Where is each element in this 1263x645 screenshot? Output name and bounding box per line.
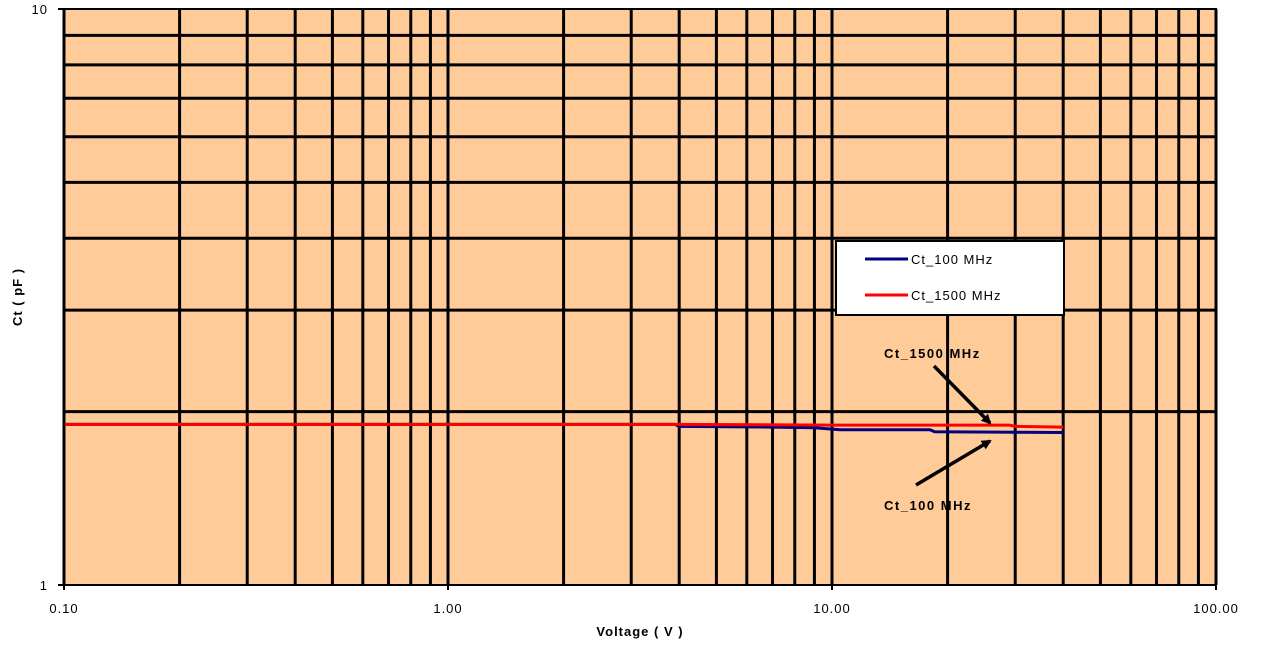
x-tick-label: 1.00 [433,601,462,616]
x-tick-label: 10.00 [813,601,851,616]
y-tick-label: 1 [40,578,48,593]
legend-label-ct-1500: Ct_1500 MHz [911,288,1001,303]
x-tick-label: 0.10 [49,601,78,616]
legend: Ct_100 MHz Ct_1500 MHz [835,240,1065,316]
axis-ticks: 0.10 1.00 10.00 100.00 1 10 [32,2,1239,616]
annotations: Ct_1500 MHz Ct_100 MHz [884,346,992,513]
plot-border [63,8,1217,586]
series-line-ct-1500-mhz [64,422,1064,429]
x-axis-title: Voltage ( V ) [596,624,683,639]
annotation-arrow-ct-1500 [932,364,992,425]
series-lines [64,422,1064,434]
annotation-ct-100: Ct_100 MHz [884,498,972,513]
legend-label-ct-100: Ct_100 MHz [911,252,993,267]
y-tick-label: 10 [32,2,48,17]
annotation-arrow-ct-100 [915,439,992,487]
legend-box [835,240,1065,316]
annotation-ct-1500: Ct_1500 MHz [884,346,981,361]
y-axis-title: Ct ( pF ) [10,268,25,326]
x-tick-label: 100.00 [1193,601,1239,616]
